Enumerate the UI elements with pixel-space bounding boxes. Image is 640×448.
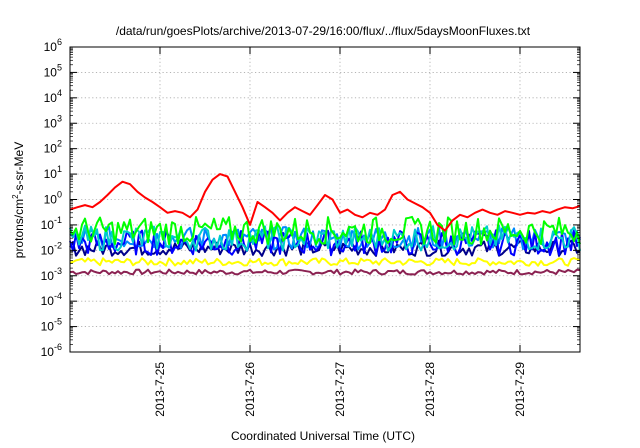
chart-title: /data/run/goesPlots/archive/2013-07-29/1…	[116, 24, 531, 38]
y-tick-label: 106	[44, 37, 62, 54]
y-tick-label-exponent: 0	[57, 190, 62, 200]
x-axis-label: Coordinated Universal Time (UTC)	[231, 429, 415, 443]
y-tick-label-base: 10	[41, 243, 55, 257]
y-tick-label-exponent: -4	[54, 291, 62, 301]
y-tick-label-base: 10	[44, 91, 58, 105]
y-tick-label: 104	[44, 88, 62, 105]
y-axis-label-suffix: -s-sr-MeV	[12, 142, 26, 195]
y-tick-label-base: 10	[44, 193, 58, 207]
y-tick-label: 103	[44, 113, 62, 130]
y-tick-label-base: 10	[41, 269, 55, 283]
y-tick-label: 10-4	[41, 291, 62, 308]
y-axis-ticks: 10-610-510-410-310-210-11001011021031041…	[41, 37, 580, 359]
series-line	[69, 239, 581, 257]
y-tick-label-base: 10	[44, 116, 58, 130]
y-tick-label-base: 10	[44, 142, 58, 156]
series-group	[69, 173, 581, 276]
y-tick-label-base: 10	[44, 40, 58, 54]
y-tick-label-exponent: 2	[57, 139, 62, 149]
y-tick-label-exponent: 3	[57, 113, 62, 123]
y-tick-label-base: 10	[41, 218, 55, 232]
x-axis-ticks: 2013-7-25 2013-7-26 2013-7-27 2013-7-28 2013…	[153, 47, 527, 417]
series-line	[69, 215, 581, 246]
y-tick-label-base: 10	[41, 320, 55, 334]
series-line	[69, 268, 581, 276]
x-tick-label: 2013-7-27	[333, 362, 347, 417]
y-tick-label: 10-2	[41, 240, 62, 257]
series-line	[69, 173, 581, 232]
x-tick-label: 2013-7-28	[423, 362, 437, 417]
x-tick-label: 2013-7-29	[513, 362, 527, 417]
y-tick-label-base: 10	[41, 294, 55, 308]
y-tick-label-exponent: -3	[54, 266, 62, 276]
y-tick-label-exponent: -6	[54, 342, 62, 352]
y-axis-label: protons/cm2-s-sr-MeV	[11, 142, 26, 258]
y-tick-label-exponent: 4	[57, 88, 62, 98]
y-tick-label: 10-1	[41, 215, 62, 232]
y-tick-label-base: 10	[41, 345, 55, 359]
y-tick-label-exponent: -5	[54, 317, 62, 327]
y-tick-label-exponent: -1	[54, 215, 62, 225]
y-tick-label-exponent: 5	[57, 62, 62, 72]
y-tick-label-exponent: 1	[57, 164, 62, 174]
y-tick-label: 10-6	[41, 342, 62, 359]
y-tick-label: 102	[44, 139, 62, 156]
y-tick-label: 10-5	[41, 317, 62, 334]
x-tick-label: 2013-7-26	[243, 362, 257, 417]
y-tick-label: 100	[44, 190, 62, 207]
y-axis-label-exponent: 2	[11, 194, 20, 199]
y-tick-label: 101	[44, 164, 62, 181]
y-axis-label-base: protons/cm	[12, 199, 26, 258]
y-tick-label: 105	[44, 62, 62, 79]
series-line	[69, 257, 581, 267]
y-tick-label-exponent: 6	[57, 37, 62, 47]
y-tick-label-exponent: -2	[54, 240, 62, 250]
grid-lines	[70, 47, 580, 352]
y-tick-label: 10-3	[41, 266, 62, 283]
y-tick-label-base: 10	[44, 65, 58, 79]
y-tick-label-base: 10	[44, 167, 58, 181]
x-tick-label: 2013-7-25	[153, 362, 167, 417]
